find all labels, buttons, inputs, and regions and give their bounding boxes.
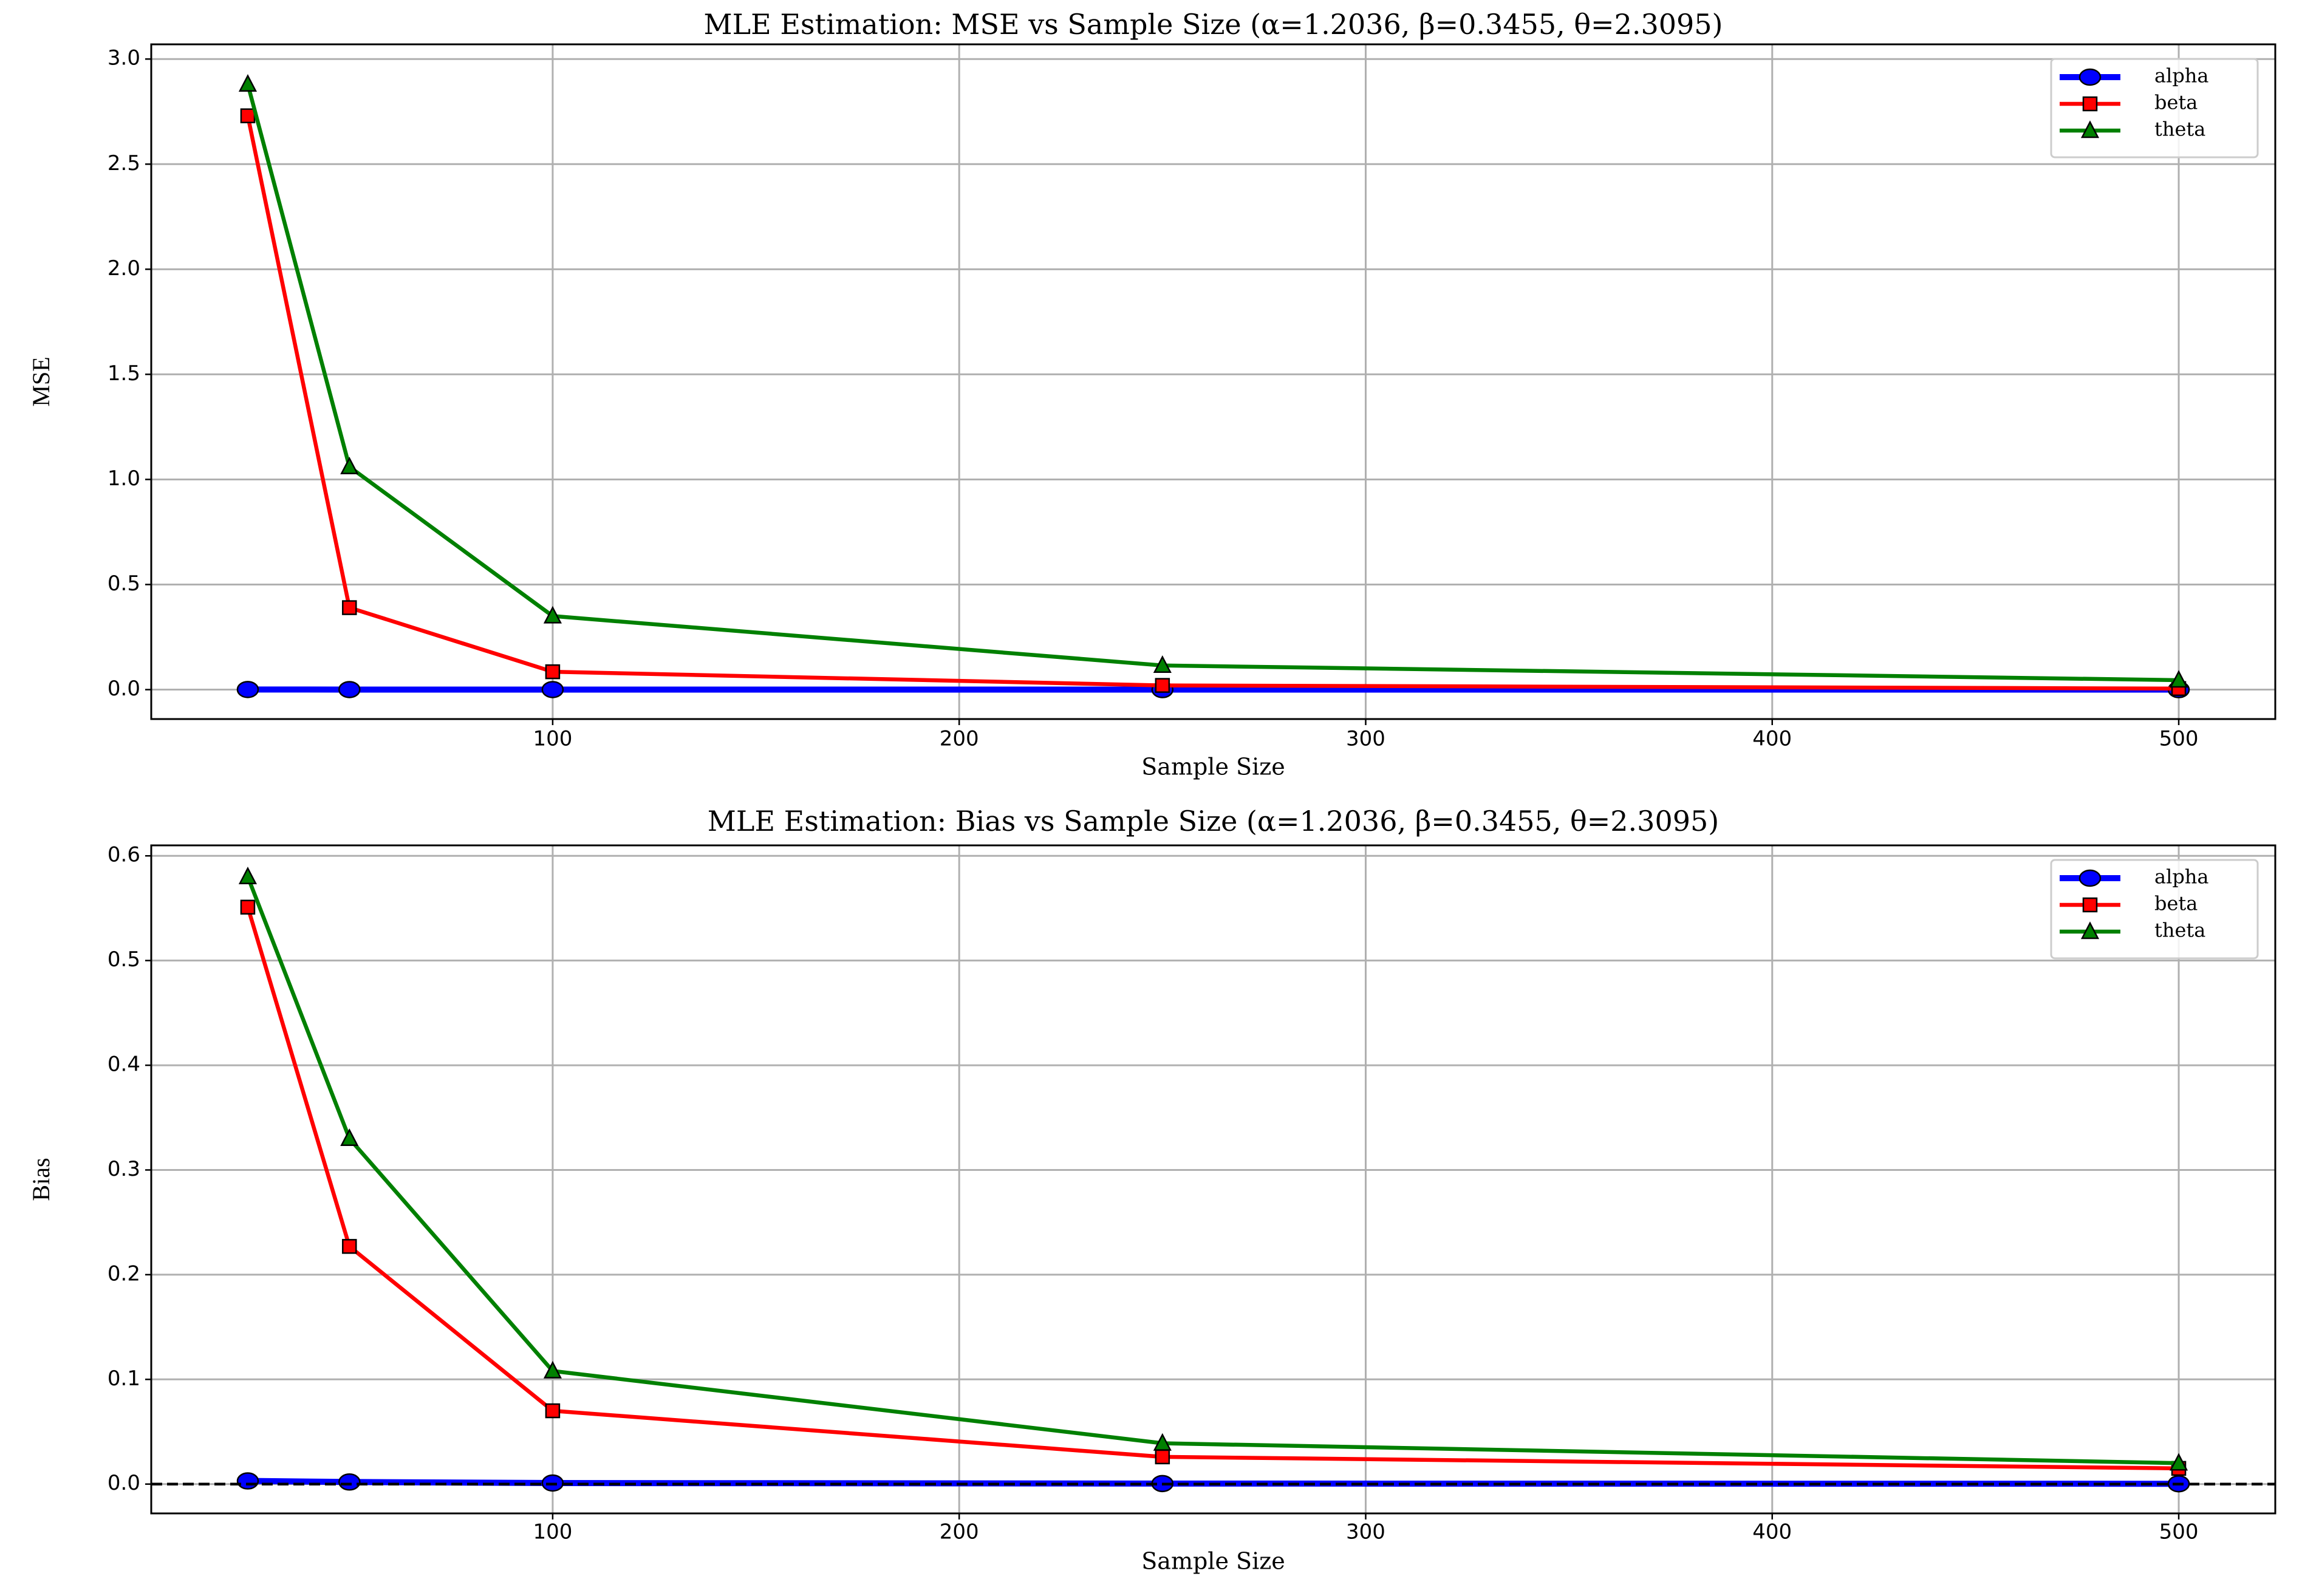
marker-circle	[236, 1472, 259, 1490]
marker-square	[342, 600, 357, 615]
y-tick-label: 3.0	[108, 46, 140, 70]
marker-triangle	[2080, 120, 2100, 138]
y-tick-label: 0.0	[108, 677, 140, 701]
marker-triangle	[2169, 670, 2188, 688]
legend-box	[2050, 58, 2259, 159]
legend-label: alpha	[2154, 865, 2208, 888]
marker-triangle	[2169, 1453, 2188, 1471]
x-tick-label: 500	[2159, 1520, 2199, 1544]
marker-square	[240, 108, 256, 123]
marker-square	[545, 664, 561, 680]
y-tick-label: 2.0	[108, 256, 140, 281]
series-line	[245, 83, 2179, 683]
y-tick-label: 0.4	[108, 1052, 140, 1077]
y-tick-label: 2.5	[108, 151, 140, 176]
x-tick-label: 400	[1752, 727, 1792, 751]
y-tick-label: 1.5	[108, 361, 140, 386]
legend-box	[2050, 859, 2259, 960]
marker-square	[342, 1239, 357, 1254]
y-tick-label: 0.0	[108, 1471, 140, 1495]
marker-circle	[2078, 68, 2102, 86]
marker-triangle	[238, 867, 258, 884]
x-tick-label: 100	[533, 1520, 572, 1544]
x-tick-label: 100	[533, 727, 572, 751]
plot-frame	[150, 43, 2276, 720]
y-tick-label: 1.0	[108, 466, 140, 491]
marker-triangle	[1153, 1433, 1172, 1451]
y-tick-label: 0.5	[108, 571, 140, 596]
y-axis-label: MSE	[27, 356, 55, 406]
y-tick-label: 0.3	[108, 1157, 140, 1181]
marker-circle	[338, 681, 361, 698]
marker-circle	[236, 681, 259, 698]
marker-circle	[338, 1473, 361, 1491]
marker-square	[1155, 1449, 1170, 1465]
marker-square	[240, 899, 256, 915]
plot-frame	[150, 844, 2276, 1515]
legend-label: theta	[2154, 118, 2205, 141]
x-tick-label: 400	[1752, 1520, 1792, 1544]
marker-square	[1155, 678, 1170, 693]
x-tick-label: 300	[1346, 1520, 1385, 1544]
marker-triangle	[340, 456, 359, 474]
x-tick-label: 200	[940, 1520, 979, 1544]
marker-circle	[541, 681, 564, 698]
marker-triangle	[1153, 655, 1172, 673]
marker-square	[545, 1403, 561, 1419]
y-axis-label: Bias	[27, 1158, 55, 1201]
marker-square	[2082, 96, 2098, 112]
marker-circle	[2078, 869, 2102, 887]
y-tick-label: 0.2	[108, 1261, 140, 1286]
y-tick-label: 0.1	[108, 1366, 140, 1391]
chart-title: MLE Estimation: MSE vs Sample Size (α=1.…	[703, 8, 1723, 41]
x-axis-label: Sample Size	[1141, 754, 1285, 780]
chart-title: MLE Estimation: Bias vs Sample Size (α=1…	[708, 805, 1719, 837]
legend-label: theta	[2154, 919, 2205, 942]
x-tick-label: 300	[1346, 727, 1385, 751]
y-tick-label: 0.5	[108, 947, 140, 972]
legend-label: alpha	[2154, 64, 2208, 87]
marker-triangle	[340, 1128, 359, 1147]
legend-label: beta	[2154, 91, 2198, 114]
marker-triangle	[2080, 921, 2100, 940]
y-tick-label: 0.6	[108, 843, 140, 867]
x-tick-label: 200	[940, 727, 979, 751]
legend-label: beta	[2154, 892, 2198, 915]
marker-square	[2082, 897, 2098, 913]
series-line	[245, 906, 2179, 1471]
x-tick-label: 500	[2159, 727, 2199, 751]
x-axis-label: Sample Size	[1141, 1548, 1285, 1575]
marker-triangle	[238, 74, 258, 92]
marker-triangle	[543, 605, 562, 624]
marker-triangle	[543, 1360, 562, 1379]
